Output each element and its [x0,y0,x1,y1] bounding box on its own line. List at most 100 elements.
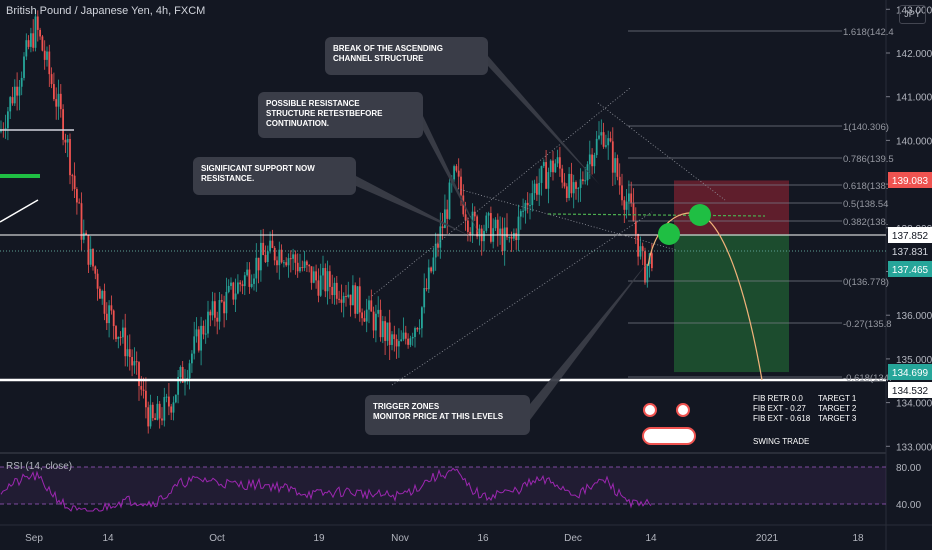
candle-body [13,86,16,104]
candle-body [372,311,375,331]
candle-body [80,203,83,240]
candle-body [416,328,419,330]
candle-body [301,267,304,269]
candle-body [513,232,515,239]
candle-body [18,86,21,96]
candle-body [506,227,508,238]
candle-body [112,310,115,327]
candle-body [117,336,120,340]
candle-body [402,332,405,340]
candle-body [430,267,432,272]
candle-body [30,33,32,47]
time-axis: Sep 14 Oct 19 Nov 16 Dec 14 2021 18 [25,533,864,544]
candle-body [39,29,41,37]
candles [0,9,653,434]
candle-body [460,176,462,196]
event-badges [642,403,696,445]
candle-body [559,157,561,169]
candle-body [73,175,76,190]
candle-body [250,283,253,287]
price-tick-label: 142.000 [896,49,932,60]
candle-body [621,185,623,201]
candle-body [457,170,460,177]
candle-body [230,282,232,286]
candle-body [329,271,331,287]
candle-body [151,404,154,419]
candle-body [214,301,216,318]
candle-body [471,211,474,236]
candle-body [593,155,596,167]
candle-body [508,236,511,238]
candle-body [556,157,559,164]
candle-body [122,327,124,338]
candle-body [575,182,577,189]
candle-body [409,338,412,345]
candle-body [623,200,626,210]
candle-body [223,301,225,314]
currency-button[interactable]: JPY [899,5,926,24]
candle-body [540,166,543,183]
callout-text: RESISTANCE. [201,174,254,183]
candle-body [609,138,612,142]
candle-body [363,318,366,322]
fib-level-label: 0.382(138. [843,217,888,228]
callout-text: POSSIBLE RESISTANCE [266,99,360,108]
candle-body [582,179,584,182]
candle-body [294,254,297,263]
candle-body [260,242,262,271]
candle-body [404,332,407,339]
fib-level-label: -0.618(134. [843,373,892,384]
candle-body [154,418,156,420]
candle-body [565,186,568,198]
candle-body [421,307,423,329]
candle-body [467,220,469,232]
candle-body [324,268,327,292]
candle-body [503,227,506,251]
candle-body [611,141,614,173]
trigger-zone-marker [689,204,711,226]
event-badge-icon [643,403,657,417]
candle-body [510,236,513,239]
candle-body [209,311,212,316]
candle-body [271,240,274,248]
time-tick-label: Oct [209,533,225,544]
candle-body [34,16,37,48]
callout-text: SIGNIFICANT SUPPORT NOW [201,164,315,173]
candle-body [36,16,39,30]
candle-body [545,162,547,189]
fib-level-label: 0.5(138.54 [843,199,888,210]
candle-body [9,97,12,112]
candle-body [124,327,127,357]
candle-body [384,321,386,341]
candle-body [27,40,30,47]
time-tick-label: 2021 [756,533,779,544]
time-tick-label: Dec [564,533,582,544]
ascending-channel [371,87,726,386]
candle-body [483,230,485,242]
candle-body [20,77,23,87]
target-note-left: FIB RETR 0.0 [753,394,803,403]
candle-body [59,93,62,110]
candle-body [66,138,69,143]
candle-body [48,51,51,75]
retest-line [547,213,766,217]
candle-body [319,275,322,296]
time-tick-label: 19 [313,533,325,544]
target-zone [674,234,789,373]
candle-body [46,51,48,60]
candle-body [614,158,616,173]
candle-body [264,254,267,263]
candle-body [618,176,621,186]
callout-text: MONITOR PRICE AT THIS LEVELS [373,412,504,421]
candle-body [644,251,646,283]
candle-body [490,213,492,242]
candle-body [280,249,283,263]
candle-body [561,168,564,183]
candle-body [257,257,260,271]
candle-body [533,183,536,194]
candle-body [193,336,196,354]
candle-body [395,339,398,347]
candle-body [103,290,106,314]
